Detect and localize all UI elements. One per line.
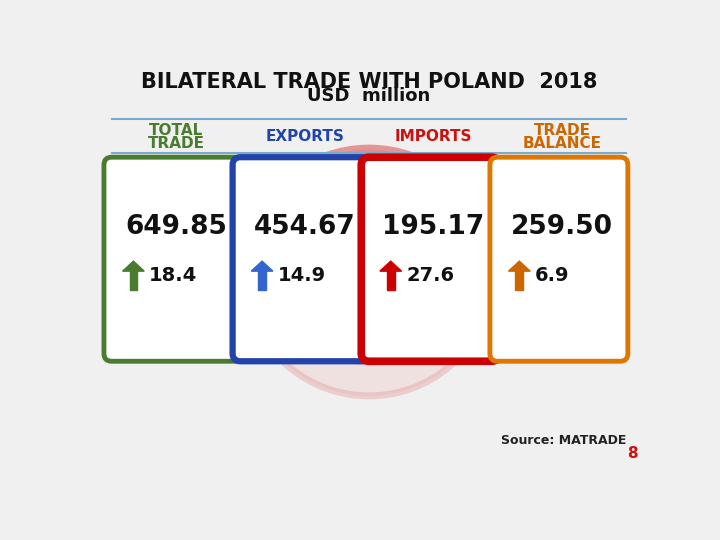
Text: 259.50: 259.50 (511, 213, 613, 240)
Text: 454.67: 454.67 (254, 213, 356, 240)
Polygon shape (251, 261, 273, 271)
Text: 14.9: 14.9 (277, 266, 325, 285)
Text: Source: MATRADE: Source: MATRADE (500, 434, 626, 447)
Text: TRADE: TRADE (148, 136, 204, 151)
Text: 18.4: 18.4 (149, 266, 197, 285)
Text: 195.17: 195.17 (382, 213, 485, 240)
Text: BALANCE: BALANCE (523, 136, 601, 151)
Polygon shape (516, 271, 523, 289)
FancyBboxPatch shape (361, 157, 499, 361)
Polygon shape (122, 261, 144, 271)
FancyBboxPatch shape (490, 157, 628, 361)
FancyBboxPatch shape (104, 157, 242, 361)
Polygon shape (130, 271, 138, 289)
Text: 8: 8 (627, 446, 638, 461)
Text: EXPORTS: EXPORTS (265, 129, 344, 144)
Text: 649.85: 649.85 (125, 213, 227, 240)
Wedge shape (247, 150, 491, 257)
Text: IMPORTS: IMPORTS (395, 129, 472, 144)
Wedge shape (247, 288, 491, 396)
Text: TRADE: TRADE (534, 123, 590, 138)
Polygon shape (380, 261, 402, 271)
Text: 27.6: 27.6 (406, 266, 454, 285)
Text: 6.9: 6.9 (535, 266, 570, 285)
Text: BILATERAL TRADE WITH POLAND  2018: BILATERAL TRADE WITH POLAND 2018 (141, 72, 597, 92)
Polygon shape (258, 271, 266, 289)
Polygon shape (508, 261, 530, 271)
FancyBboxPatch shape (233, 157, 371, 361)
Polygon shape (387, 271, 395, 289)
Text: TOTAL: TOTAL (149, 123, 203, 138)
Text: USD  million: USD million (307, 86, 431, 105)
